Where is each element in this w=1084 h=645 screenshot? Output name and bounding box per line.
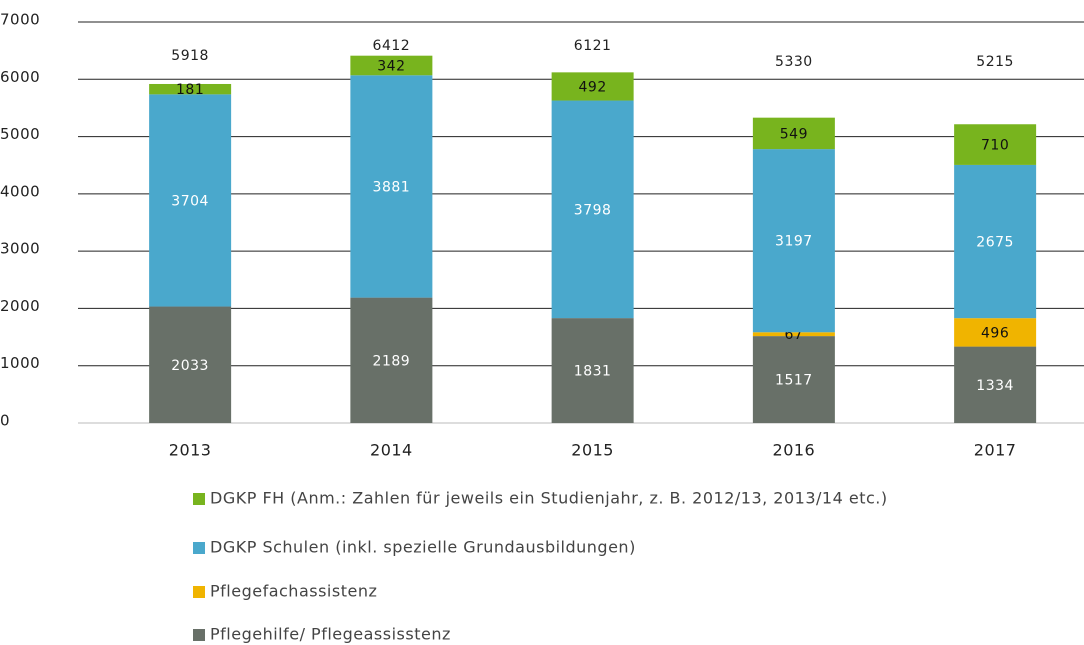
- data-label: 492: [579, 79, 607, 95]
- bar-segment: [350, 75, 433, 298]
- x-tick-label: 2017: [974, 441, 1017, 460]
- y-tick-label: 1000: [0, 354, 40, 372]
- legend-label: Pflegehilfe/ Pflegeassisstenz: [210, 625, 451, 644]
- legend-swatch: [193, 493, 205, 505]
- total-label: 5215: [976, 54, 1014, 70]
- total-label: 6121: [574, 38, 612, 54]
- y-tick-label: 3000: [0, 240, 40, 258]
- data-label: 2189: [373, 353, 411, 369]
- y-tick-label: 5000: [0, 125, 40, 143]
- legend-swatch: [193, 542, 205, 554]
- bar-segment: [752, 117, 835, 150]
- data-label: 1831: [574, 364, 612, 380]
- bar-segment: [752, 336, 835, 423]
- data-label: 3704: [171, 193, 209, 209]
- total-label: 6412: [373, 38, 411, 54]
- data-label: 1334: [976, 378, 1014, 394]
- y-tick-label: 6000: [0, 68, 40, 86]
- bar-segment: [551, 318, 634, 423]
- bar-segment: [149, 83, 232, 95]
- bar-segment: [954, 124, 1037, 165]
- bar-segment: [551, 72, 634, 101]
- x-tick-label: 2015: [571, 441, 614, 460]
- x-tick-label: 2014: [370, 441, 413, 460]
- bar-segment: [350, 55, 433, 76]
- data-label: 3798: [574, 202, 612, 218]
- total-label: 5330: [775, 54, 813, 70]
- y-tick-label: 2000: [0, 297, 40, 315]
- bar-segment: [752, 149, 835, 333]
- bar-segment: [954, 318, 1037, 347]
- legend-label: Pflegefachassistenz: [210, 582, 377, 601]
- legend-swatch: [193, 586, 205, 598]
- bar-segment: [149, 94, 232, 307]
- bar-segment: [551, 100, 634, 319]
- data-label: 181: [176, 82, 204, 98]
- total-label: 5918: [171, 48, 209, 64]
- y-tick-label: 0: [0, 412, 10, 430]
- bar-segment: [954, 346, 1037, 423]
- x-tick-label: 2013: [169, 441, 212, 460]
- data-label: 3197: [775, 234, 813, 250]
- bar-segment: [149, 306, 232, 423]
- data-label: 549: [780, 126, 808, 142]
- data-label: 2675: [976, 235, 1014, 251]
- x-tick-label: 2016: [773, 441, 816, 460]
- data-label: 710: [981, 138, 1009, 154]
- data-label: 1517: [775, 373, 813, 389]
- data-label: 2033: [171, 358, 209, 374]
- legend-label: DGKP FH (Anm.: Zahlen für jeweils ein St…: [210, 489, 888, 508]
- legend-swatch: [193, 629, 205, 641]
- data-label: 342: [377, 58, 405, 74]
- legend-label: DGKP Schulen (inkl. spezielle Grundausbi…: [210, 538, 636, 557]
- bar-segment: [954, 164, 1037, 319]
- bar-segment: [350, 297, 433, 423]
- y-tick-label: 4000: [0, 182, 40, 200]
- data-label: 496: [981, 325, 1009, 341]
- y-tick-label: 7000: [0, 11, 40, 29]
- bar-segment: [752, 332, 835, 337]
- data-label: 3881: [373, 179, 411, 195]
